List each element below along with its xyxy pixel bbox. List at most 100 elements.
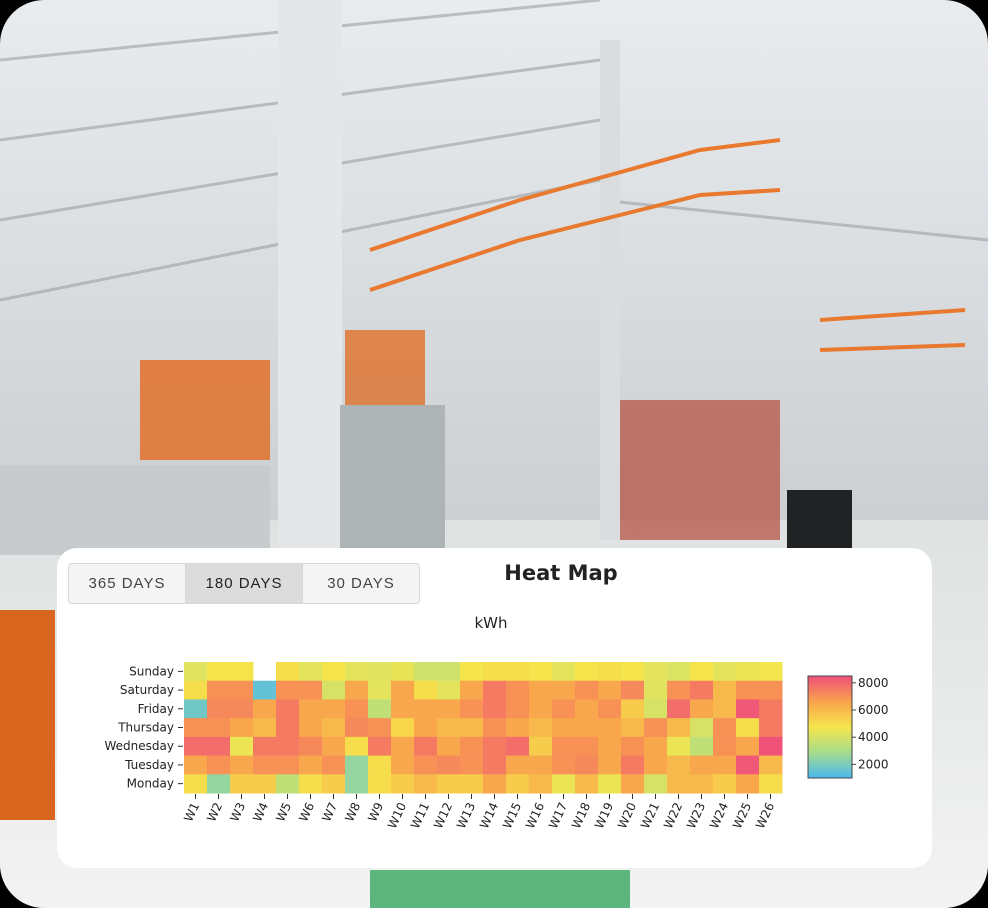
heat-cell — [736, 755, 760, 775]
heat-cell — [345, 680, 369, 700]
x-tick-label: W19 — [592, 800, 616, 831]
heat-cell — [552, 755, 576, 775]
heat-cell — [621, 718, 645, 738]
heat-cell — [322, 774, 346, 794]
heat-cell — [391, 699, 415, 719]
heat-cell — [460, 774, 484, 794]
heat-cell — [621, 774, 645, 794]
y-tick-label: Monday — [127, 777, 174, 791]
heat-cell — [322, 755, 346, 775]
heat-cell — [299, 755, 323, 775]
heat-cell — [621, 662, 645, 682]
chart: Heat Map kWh Sunday Saturday Friday Thursda… — [105, 561, 889, 831]
heat-cell — [414, 718, 438, 738]
heat-cell — [575, 774, 599, 794]
heat-cell — [667, 699, 691, 719]
heat-cell — [759, 680, 783, 700]
heat-cell — [713, 718, 737, 738]
heat-cell — [506, 718, 530, 738]
heat-cell — [207, 755, 231, 775]
heat-cell — [713, 774, 737, 794]
heat-cell — [460, 718, 484, 738]
heat-cell — [506, 755, 530, 775]
heat-cell — [644, 718, 668, 738]
heat-cell — [207, 662, 231, 682]
colorbar — [807, 675, 853, 779]
heat-cell — [230, 736, 254, 757]
heat-cell — [391, 774, 415, 794]
x-tick-label: W20 — [615, 800, 639, 831]
heat-cell — [184, 774, 208, 794]
x-tick-label: W5 — [273, 800, 294, 824]
heat-cell — [736, 736, 760, 757]
x-tick-label: W23 — [684, 800, 708, 831]
heat-cell — [276, 662, 300, 682]
heat-cell — [368, 662, 392, 682]
heat-cell — [414, 662, 438, 682]
heat-cell — [207, 718, 231, 738]
heat-cell — [345, 736, 369, 757]
heat-cell — [667, 774, 691, 794]
heat-cell — [598, 755, 622, 775]
chart-title: Heat Map — [504, 561, 617, 585]
heat-cell — [184, 718, 208, 738]
heat-cell — [483, 736, 507, 757]
heat-cell — [759, 755, 783, 775]
heat-cell — [552, 736, 576, 757]
x-tick-label: W24 — [707, 800, 731, 831]
heat-cell — [506, 699, 530, 719]
heat-cell — [759, 774, 783, 794]
heat-cell — [552, 680, 576, 700]
heat-cell — [644, 662, 668, 682]
heat-cell — [506, 680, 530, 700]
heat-cell — [276, 755, 300, 775]
heat-cell — [713, 755, 737, 775]
colorbar-tick-label: 4000 — [858, 730, 889, 744]
heat-cell — [621, 680, 645, 700]
heat-cell — [667, 662, 691, 682]
heat-cell — [299, 699, 323, 719]
heat-cell — [690, 718, 714, 738]
heat-cell — [575, 755, 599, 775]
heat-cell — [414, 774, 438, 794]
heat-cell — [575, 736, 599, 757]
x-tick-label: W2 — [204, 800, 225, 824]
heat-cell — [414, 736, 438, 757]
heat-cell — [322, 662, 346, 682]
heat-cell — [667, 680, 691, 700]
y-tick-label: Tuesday — [124, 758, 174, 772]
heat-cell — [391, 680, 415, 700]
heat-cell — [529, 662, 553, 682]
heat-cell — [207, 736, 231, 757]
heat-cell — [529, 718, 553, 738]
heat-cell — [667, 755, 691, 775]
heat-cell — [230, 755, 254, 775]
heat-cell — [483, 755, 507, 775]
heat-cell — [529, 774, 553, 794]
range-button[interactable]: 365 DAYS — [69, 564, 186, 603]
heat-cell — [368, 699, 392, 719]
heat-cell — [368, 718, 392, 738]
heat-cell — [368, 755, 392, 775]
heat-cell — [529, 699, 553, 719]
heatmap-card: 365 DAYS 180 DAYS 30 DAYS Heat Map kWh Sun… — [57, 548, 932, 868]
range-button[interactable]: 30 DAYS — [327, 575, 395, 592]
heat-cell — [621, 755, 645, 775]
heat-cell — [736, 774, 760, 794]
heat-cell — [690, 755, 714, 775]
heat-cell — [736, 680, 760, 700]
heat-cell — [391, 755, 415, 775]
range-button[interactable]: 180 DAYS — [186, 564, 303, 603]
heat-cell — [322, 699, 346, 719]
heat-cell — [621, 699, 645, 719]
range-selector: 365 DAYS 180 DAYS 30 DAYS — [68, 563, 420, 604]
heat-cell — [598, 680, 622, 700]
heat-cell — [598, 774, 622, 794]
x-tick-label: W21 — [638, 800, 662, 831]
heat-cell — [184, 680, 208, 700]
colorbar-tick-label: 2000 — [858, 757, 889, 771]
heat-cell — [184, 662, 208, 682]
heat-cell — [690, 662, 714, 682]
heat-cell — [345, 699, 369, 719]
